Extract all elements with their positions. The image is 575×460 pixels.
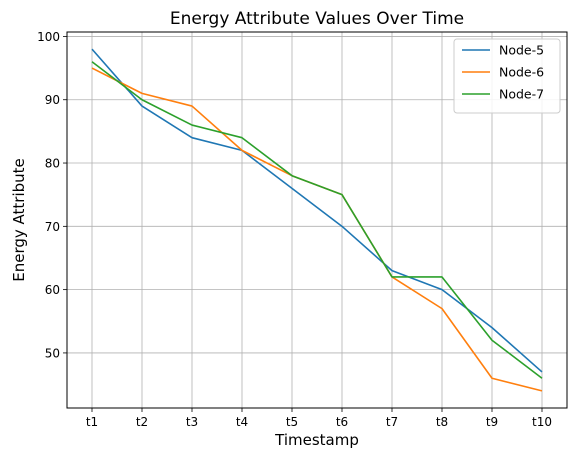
y-axis-ticks: 50 60 70 80 90 100 <box>37 30 67 360</box>
x-tick-label: t1 <box>86 415 98 429</box>
legend-label: Node-6 <box>499 65 544 80</box>
y-tick-label: 100 <box>37 30 60 44</box>
x-tick-label: t8 <box>436 415 448 429</box>
plot-frame <box>66 31 568 409</box>
series-lines <box>91 48 543 392</box>
y-tick-label: 60 <box>45 283 60 297</box>
y-tick-label: 80 <box>45 157 60 171</box>
x-tick-label: t7 <box>386 415 398 429</box>
x-axis-title: Timestamp <box>274 431 359 449</box>
legend: Node-5 Node-6 Node-7 <box>453 38 561 114</box>
y-tick-label: 50 <box>45 346 60 360</box>
x-tick-label: t6 <box>336 415 348 429</box>
y-tick-label: 70 <box>45 220 60 234</box>
series-line-node-7 <box>91 61 543 379</box>
y-axis-title: Energy Attribute <box>10 158 28 282</box>
legend-label: Node-7 <box>499 87 544 102</box>
x-tick-label: t5 <box>286 415 298 429</box>
x-tick-label: t2 <box>136 415 148 429</box>
legend-label: Node-5 <box>499 43 544 58</box>
x-tick-label: t3 <box>186 415 198 429</box>
y-tick-label: 90 <box>45 93 60 107</box>
chart-title: Energy Attribute Values Over Time <box>170 9 464 29</box>
x-tick-label: t4 <box>236 415 248 429</box>
grid-lines <box>67 32 567 408</box>
x-tick-label: t10 <box>532 415 552 429</box>
x-tick-label: t9 <box>486 415 498 429</box>
x-axis-ticks: t1 t2 t3 t4 t5 t6 t7 t8 t9 t10 <box>86 408 552 429</box>
